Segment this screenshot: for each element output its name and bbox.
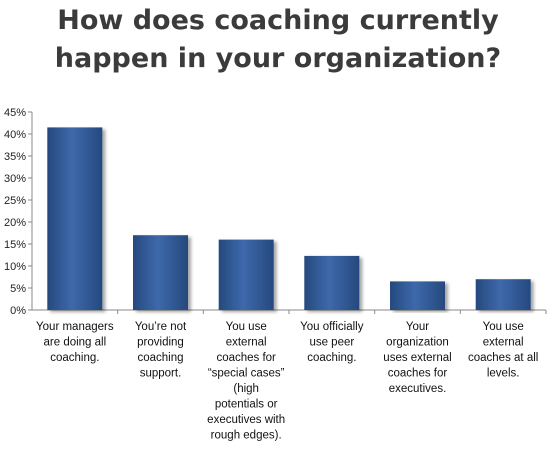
y-tick-label: 10% <box>4 261 26 273</box>
bar <box>304 255 360 310</box>
chart-title-line-1: How does coaching currently <box>57 5 499 36</box>
y-tick-label: 0% <box>10 305 26 317</box>
y-tick-label: 45% <box>4 107 26 119</box>
x-category-labels: Your managers are doing all coaching. You’r… <box>36 321 538 442</box>
y-tick-label: 40% <box>4 129 26 141</box>
x-category-label: You use external coaches at all levels. <box>468 321 538 380</box>
y-tick-labels: 0% 5% 10% 15% 20% 25% 30% 35% 40% 45% <box>4 107 26 317</box>
x-category-label: You officially use peer coaching. <box>300 321 364 364</box>
axes <box>28 111 547 314</box>
chart-title-line-2: happen in your organization? <box>54 43 502 74</box>
y-tick-label: 20% <box>4 217 26 229</box>
x-category-label: You’re not providing coaching support. <box>135 321 187 380</box>
y-tick-label: 25% <box>4 195 26 207</box>
bars <box>47 127 531 311</box>
bar <box>218 239 274 310</box>
bar <box>133 235 188 310</box>
y-tick-label: 35% <box>4 151 26 163</box>
y-tick-label: 30% <box>4 173 26 185</box>
chart-title: How does coaching currently happen in yo… <box>0 2 556 78</box>
y-tick-label: 5% <box>10 283 26 295</box>
x-category-label: Your managers are doing all coaching. <box>36 321 114 364</box>
bar <box>475 279 531 310</box>
y-tick-label: 15% <box>4 239 26 251</box>
x-category-label: Your organization uses external coaches for… <box>383 321 451 395</box>
bar <box>47 127 103 311</box>
bar <box>390 281 445 310</box>
x-category-label: You use external coaches for “special cases… <box>207 321 285 442</box>
